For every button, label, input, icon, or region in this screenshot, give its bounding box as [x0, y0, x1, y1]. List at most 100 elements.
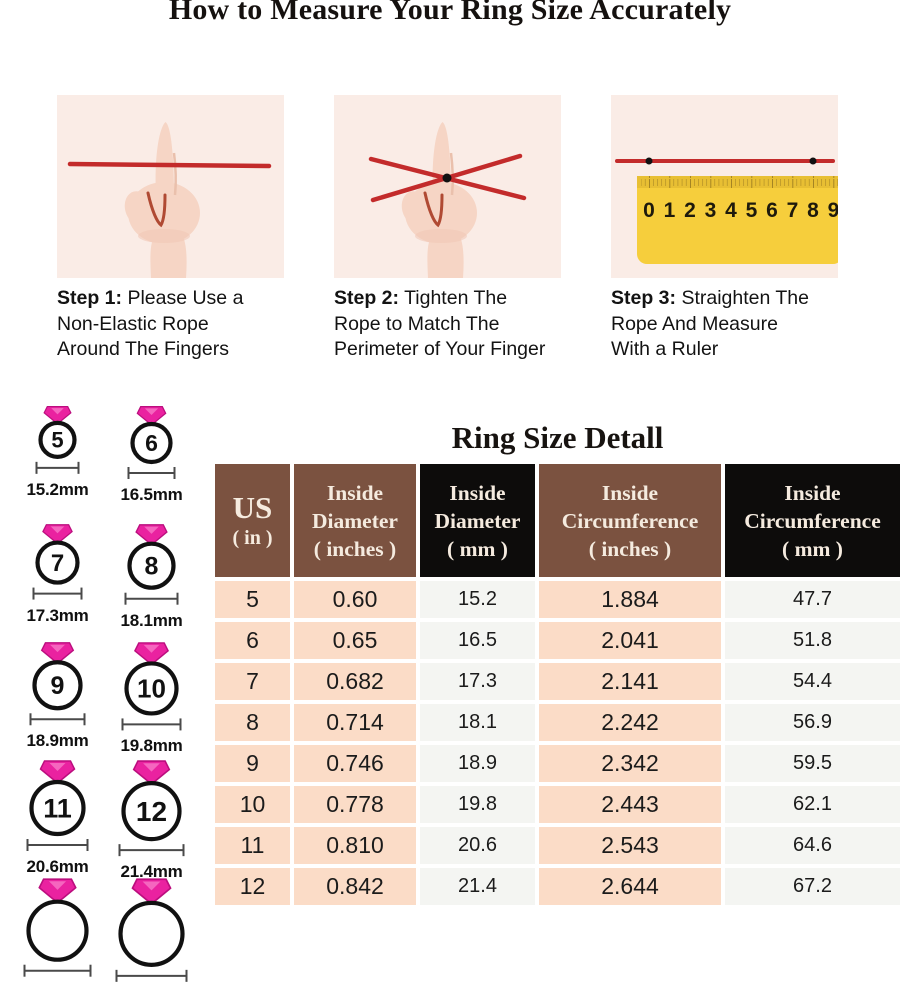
ring-band — [127, 541, 176, 590]
ring-icon: 6 — [127, 406, 176, 479]
ruler-number: 5 — [746, 199, 758, 222]
column-header: Inside Diameter ( inches ) — [294, 464, 416, 577]
rope-end-dot — [645, 157, 653, 165]
ring-size-diagram — [104, 877, 199, 989]
ring-size-number: 12 — [136, 796, 167, 827]
table-cell: 8 — [215, 704, 290, 741]
hand-with-rope-icon — [67, 120, 272, 278]
table-cell: 10 — [215, 786, 290, 823]
table-cell: 6 — [215, 622, 290, 659]
ring-icon: 5 — [35, 405, 80, 474]
column-header: Inside Circumference ( mm ) — [725, 464, 900, 577]
table-cell: 0.60 — [294, 581, 416, 618]
diamond-icon — [39, 760, 76, 784]
ring-band — [32, 660, 83, 711]
page-title: How to Measure Your Ring Size Accurately — [168, 0, 732, 26]
ring-size-diagram: 10 19.8mm — [104, 641, 199, 755]
step1-illustration — [57, 95, 284, 278]
ruler-number: 4 — [725, 199, 737, 222]
ring-size-number: 8 — [145, 552, 159, 580]
column-header-line: ( mm ) — [447, 536, 508, 561]
ruler-number: 9 — [828, 199, 838, 222]
table-cell: 20.6 — [420, 827, 535, 864]
ruler-number: 8 — [807, 199, 819, 222]
diamond-icon — [133, 642, 170, 666]
table-cell: 2.543 — [539, 827, 721, 864]
table-cell: 15.2 — [420, 581, 535, 618]
ring-icon: 10 — [121, 642, 182, 731]
ring-diameter-label: 20.6mm — [26, 857, 89, 876]
table-row: 7 0.682 17.3 2.141 54.4 — [215, 663, 900, 700]
ring-band — [130, 421, 173, 465]
rope-end-dot — [809, 157, 817, 165]
table-cell: 7 — [215, 663, 290, 700]
table-cell: 17.3 — [420, 663, 535, 700]
ring-size-diagram: 9 18.9mm — [10, 641, 105, 750]
table-cell: 12 — [215, 868, 290, 905]
ring-size-diagram: 5 15.2mm — [10, 405, 105, 499]
table-cell: 2.242 — [539, 704, 721, 741]
table-cell: 0.714 — [294, 704, 416, 741]
table-cell: 56.9 — [725, 704, 900, 741]
table-cell: 67.2 — [725, 868, 900, 905]
ring-size-diagram: 8 18.1mm — [104, 523, 199, 630]
table-row: 6 0.65 16.5 2.041 51.8 — [215, 622, 900, 659]
table-cell: 0.810 — [294, 827, 416, 864]
ring-band — [38, 420, 77, 459]
table-cell: 21.4 — [420, 868, 535, 905]
table-cell: 11 — [215, 827, 290, 864]
column-header-line: Diameter — [312, 508, 398, 533]
ring-diameter-label: 16.5mm — [120, 485, 183, 504]
table-cell: 18.9 — [420, 745, 535, 782]
table-row: 12 0.842 21.4 2.644 67.2 — [215, 868, 900, 905]
diamond-icon — [136, 406, 167, 426]
table-cell: 2.041 — [539, 622, 721, 659]
diamond-icon — [42, 524, 73, 545]
ring-band — [118, 900, 185, 967]
ruler-body — [637, 176, 838, 264]
ring-icon: 7 — [32, 524, 83, 600]
column-header: Inside Diameter ( mm ) — [420, 464, 535, 577]
ruler-number: 6 — [766, 199, 778, 222]
step3-caption: Step 3: Straighten The Rope And Measure … — [611, 287, 809, 360]
table-cell: 0.682 — [294, 663, 416, 700]
column-header-line: Circumference — [561, 508, 699, 533]
ring-band — [26, 899, 89, 962]
column-header: US( in ) — [215, 464, 290, 577]
ring-diameter-label: 15.2mm — [26, 479, 89, 499]
step3-label: Step 3: — [611, 287, 677, 309]
step1-label: Step 1: — [57, 287, 123, 309]
ruler-number: 0 — [643, 199, 655, 222]
ring-band — [124, 661, 179, 716]
size-chart-body: 5 0.60 15.2 1.884 47.7 6 0.65 16.5 2.041 51.8 7 0.6… — [215, 581, 900, 909]
table-cell: 9 — [215, 745, 290, 782]
column-header-line: Inside — [326, 480, 384, 505]
table-cell: 18.1 — [420, 704, 535, 741]
table-cell: 64.6 — [725, 827, 900, 864]
column-header-line: ( inches ) — [313, 536, 397, 561]
table-cell: 0.65 — [294, 622, 416, 659]
ruler-number: 2 — [684, 199, 696, 222]
ring-size-diagram: 7 17.3mm — [10, 523, 105, 625]
ring-icon: 9 — [29, 642, 86, 726]
ring-size-diagram: 11 20.6mm — [10, 759, 105, 876]
table-cell: 19.8 — [420, 786, 535, 823]
rope-knot-dot — [442, 173, 452, 183]
diamond-icon — [43, 405, 72, 425]
size-chart-title: Ring Size Detall — [451, 420, 664, 455]
ring-diameter-label: 19.8mm — [120, 736, 183, 756]
diamond-icon — [132, 760, 171, 786]
ring-size-diagram: 6 16.5mm — [104, 405, 199, 504]
column-header-line: Inside — [601, 480, 659, 505]
ring-size-number: 5 — [51, 428, 63, 453]
ring-icon — [23, 878, 92, 977]
table-cell: 5 — [215, 581, 290, 618]
table-row: 10 0.778 19.8 2.443 62.1 — [215, 786, 900, 823]
column-header-line: Inside — [449, 480, 506, 505]
ring-size-number: 9 — [51, 672, 65, 700]
step2-illustration — [334, 95, 561, 278]
table-cell: 51.8 — [725, 622, 900, 659]
ring-band — [35, 540, 80, 585]
ring-icon: 11 — [26, 760, 89, 851]
